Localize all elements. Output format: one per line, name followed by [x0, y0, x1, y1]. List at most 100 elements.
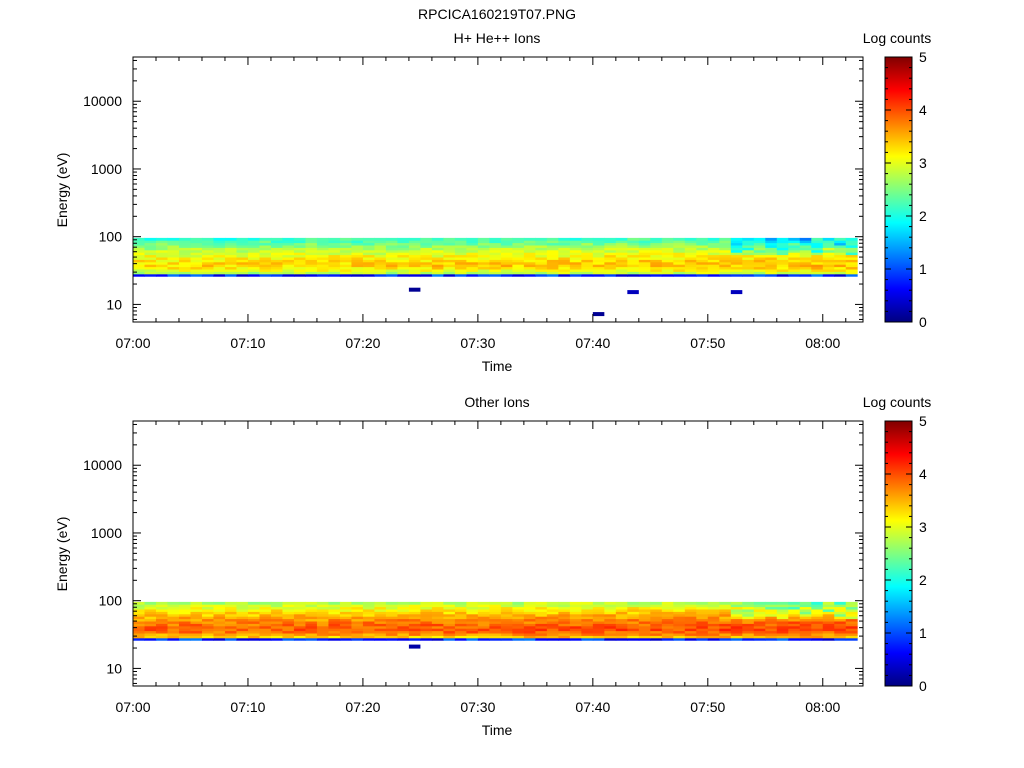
- heatmap-cell: [799, 604, 812, 608]
- heatmap-cell: [408, 266, 421, 270]
- heatmap-cell: [822, 630, 835, 634]
- heatmap-cell: [144, 613, 157, 617]
- heatmap-cell: [673, 257, 686, 260]
- heatmap-cell: [443, 611, 456, 615]
- heatmap-cell: [328, 628, 341, 632]
- heatmap-cell: [604, 254, 617, 258]
- heatmap-cell: [247, 606, 260, 610]
- heatmap-cell: [592, 606, 605, 610]
- heatmap-cell: [489, 628, 502, 632]
- heatmap-cell: [535, 616, 548, 620]
- colorbar-label: Log counts: [863, 394, 932, 410]
- heatmap-cell: [627, 273, 640, 277]
- heatmap-cell: [684, 604, 697, 608]
- heatmap-cell: [684, 273, 697, 277]
- heatmap-cell: [696, 621, 709, 624]
- heatmap-cell: [443, 630, 456, 634]
- heatmap-cell: [592, 273, 605, 277]
- heatmap-cell: [190, 264, 203, 268]
- heatmap-cell: [236, 637, 249, 641]
- heatmap-cell: [581, 635, 594, 639]
- heatmap-cell: [753, 252, 766, 256]
- heatmap-cell: [190, 266, 203, 270]
- heatmap-cell: [167, 601, 180, 605]
- heatmap-cell: [178, 252, 191, 256]
- heatmap-cell: [293, 613, 306, 617]
- colorbar: [884, 56, 913, 323]
- heatmap-cell: [305, 630, 318, 634]
- heatmap-cell: [569, 635, 582, 639]
- heatmap-cell: [650, 606, 663, 610]
- heatmap-cell: [362, 630, 375, 634]
- heatmap-cell: [374, 606, 387, 610]
- heatmap-cell: [385, 621, 398, 624]
- heatmap-cell: [822, 261, 835, 265]
- heatmap-cell: [604, 606, 617, 610]
- heatmap-cell: [236, 633, 249, 636]
- heatmap-cell: [144, 630, 157, 634]
- heatmap-cell: [282, 271, 295, 275]
- heatmap-cell: [224, 635, 237, 639]
- heatmap-cell: [753, 247, 766, 251]
- heatmap-cell: [638, 611, 651, 615]
- heatmap-cell: [454, 613, 467, 617]
- heatmap-cell: [489, 623, 502, 627]
- heatmap-cell: [489, 613, 502, 617]
- heatmap-cell: [753, 616, 766, 620]
- heatmap-cell: [673, 623, 686, 627]
- heatmap-cell: [638, 616, 651, 620]
- heatmap-cell: [845, 259, 858, 263]
- heatmap-cell: [753, 625, 766, 629]
- heatmap-cell: [236, 242, 249, 246]
- heatmap-cell: [581, 242, 594, 246]
- heatmap-cell: [765, 601, 778, 605]
- colorbar-tick-label: 4: [919, 466, 927, 482]
- heatmap-cell: [604, 609, 617, 612]
- heatmap-cell: [696, 623, 709, 627]
- heatmap-cell: [638, 252, 651, 256]
- heatmap-cell: [788, 237, 801, 241]
- heatmap-cell: [224, 637, 237, 641]
- heatmap-cell: [293, 237, 306, 241]
- heatmap-cell: [213, 257, 226, 260]
- heatmap-cell: [696, 264, 709, 268]
- heatmap-cell: [305, 242, 318, 246]
- heatmap-cell: [604, 245, 617, 248]
- heatmap-cell: [742, 635, 755, 639]
- heatmap-cell: [627, 606, 640, 610]
- heatmap-cell: [133, 630, 145, 634]
- heatmap-cell: [431, 625, 444, 629]
- heatmap-cell: [259, 628, 272, 632]
- heatmap-cell: [535, 247, 548, 251]
- heatmap-cell: [604, 604, 617, 608]
- heatmap-cell: [397, 601, 410, 605]
- heatmap-cell: [799, 601, 812, 605]
- heatmap-cell: [328, 604, 341, 608]
- heatmap-cell: [201, 269, 214, 272]
- heatmap-cell: [167, 616, 180, 620]
- heatmap-cell: [512, 245, 525, 248]
- heatmap-cell: [799, 249, 812, 253]
- heatmap-cell: [397, 245, 410, 248]
- heatmap-cell: [178, 257, 191, 260]
- heatmap-cell: [742, 259, 755, 263]
- heatmap-cell: [489, 273, 502, 277]
- heatmap-cell: [236, 245, 249, 248]
- heatmap-cell: [282, 245, 295, 248]
- heatmap-cell: [730, 601, 743, 605]
- heatmap-cell: [558, 611, 571, 615]
- heatmap-cell: [443, 635, 456, 639]
- heatmap-cell: [454, 252, 467, 256]
- heatmap-cell: [707, 606, 720, 610]
- heatmap-cell: [443, 273, 456, 277]
- heatmap-cell: [627, 628, 640, 632]
- heatmap-cell: [569, 633, 582, 636]
- heatmap-cell: [845, 240, 858, 244]
- heatmap-cell: [293, 601, 306, 605]
- heatmap-cell: [719, 249, 732, 253]
- heatmap-cell: [742, 269, 755, 272]
- heatmap-cell: [696, 247, 709, 251]
- heatmap-cell: [546, 273, 559, 277]
- heatmap-cell: [546, 266, 559, 270]
- heatmap-cell: [374, 261, 387, 265]
